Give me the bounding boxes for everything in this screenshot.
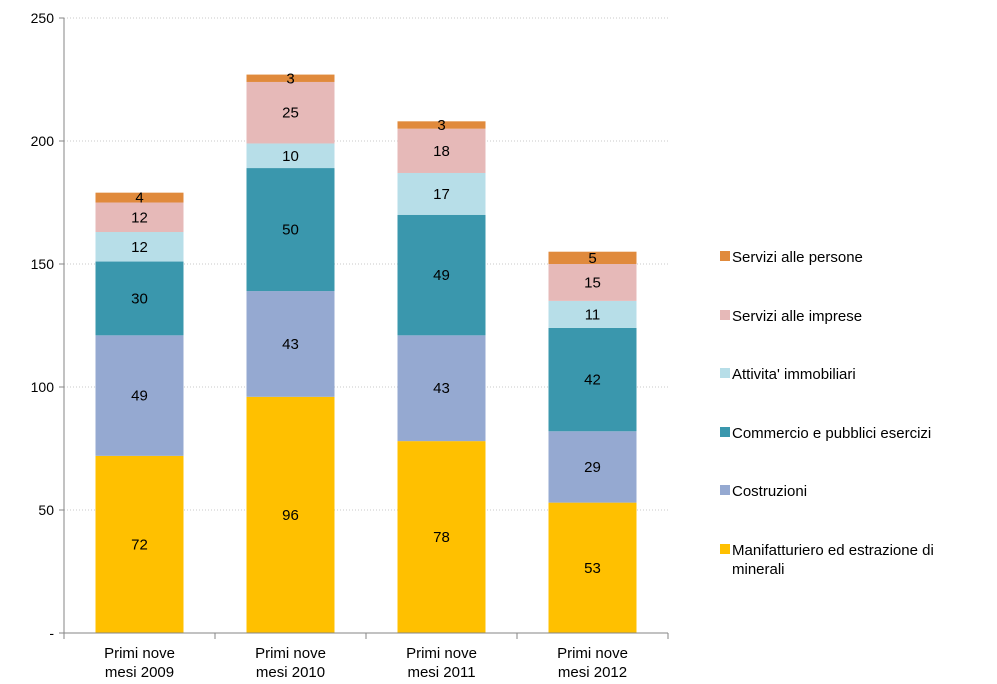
legend-label-line: Servizi alle imprese: [732, 307, 863, 325]
legend-item: Attivita' immobiliari: [720, 365, 997, 424]
legend-label: Attivita' immobiliari: [732, 365, 994, 384]
legend-swatch: [720, 368, 730, 379]
data-label: 12: [131, 239, 148, 256]
data-label: 17: [433, 186, 450, 203]
legend-label-line: Costruzioni: [732, 483, 808, 501]
x-category-label: Primi nove mesi 2010: [255, 645, 326, 681]
data-label: 43: [282, 336, 299, 353]
legend-label: Manifatturiero ed estrazione di minerali: [732, 541, 994, 579]
bar-segment: [246, 168, 335, 292]
bar-segment: [397, 128, 486, 173]
legend-label: Costruzioni: [732, 482, 994, 501]
bar-segment: [397, 335, 486, 442]
x-category-label-line: Primi nove: [557, 645, 628, 662]
bar-segment: [548, 327, 637, 432]
legend: Servizi alle persone Servizi alle imprese…: [720, 248, 997, 600]
data-label: 15: [584, 274, 601, 291]
bar-segment: [95, 261, 184, 336]
data-label: 18: [433, 143, 450, 160]
bar-segment: [95, 232, 184, 262]
bar-segment: [246, 291, 335, 397]
legend-label: Commercio e pubblici esercizi: [732, 424, 994, 443]
x-category-label: Primi nove mesi 2011: [406, 645, 477, 681]
bar-segment: [397, 214, 486, 336]
bar-segment: [548, 264, 637, 301]
bar-segment: [246, 74, 335, 82]
bars: 72 49 30 12 12 4 96 43 50 10 25 3 78 43 49 17 18 3 53 29 42 1…: [95, 70, 637, 633]
bar-segment: [95, 202, 184, 233]
data-label: 5: [588, 250, 596, 267]
y-tick-label: 100: [31, 379, 55, 395]
y-tick-label: 200: [31, 133, 55, 149]
legend-swatch: [720, 309, 730, 320]
bar-segment: [246, 81, 335, 144]
y-tick-label: 50: [38, 502, 54, 518]
data-label: 4: [135, 190, 143, 207]
legend-label-line: minerali: [732, 560, 785, 578]
data-label: 49: [433, 267, 450, 284]
legend-swatch: [720, 485, 730, 496]
data-label: 29: [584, 459, 601, 476]
data-label: 53: [584, 560, 601, 577]
legend-label-line: Servizi alle persone: [732, 249, 863, 266]
legend-label: Servizi alle imprese: [732, 307, 994, 326]
bar-segment: [548, 300, 637, 328]
bar-segment: [397, 172, 486, 215]
legend-label: Servizi alle persone: [732, 248, 994, 267]
data-label: 96: [282, 507, 299, 524]
data-label: 3: [286, 70, 294, 87]
bar-segment: [548, 502, 637, 633]
y-tick-label: -: [49, 625, 54, 641]
bar-segment: [95, 192, 184, 203]
data-label: 78: [433, 529, 450, 546]
legend-swatch: [720, 543, 730, 554]
x-category-label-line: mesi 2011: [407, 664, 475, 681]
x-category-label: Primi nove mesi 2012: [557, 645, 628, 681]
data-label: 49: [131, 388, 148, 405]
legend-item: Costruzioni: [720, 482, 997, 541]
x-category-label-line: mesi 2009: [105, 664, 174, 681]
y-tick-label: 250: [31, 10, 55, 26]
legend-item: Manifatturiero ed estrazione di minerali: [720, 541, 997, 600]
x-category-label-line: Primi nove: [104, 645, 175, 662]
bar-segment: [397, 121, 486, 129]
data-label: 11: [585, 306, 601, 323]
y-tick-label: 150: [31, 256, 55, 272]
data-label: 12: [131, 209, 148, 226]
data-label: 25: [282, 105, 299, 122]
bar-segment: [548, 251, 637, 264]
legend-swatch: [720, 426, 730, 437]
data-label: 50: [282, 222, 299, 239]
x-category-label-line: mesi 2010: [256, 664, 325, 681]
data-label: 10: [282, 148, 299, 165]
x-category-label-line: mesi 2012: [558, 664, 627, 681]
legend-label-line: Commercio e pubblici esercizi: [732, 424, 932, 442]
bar-segment: [95, 335, 184, 456]
x-category-label: Primi nove mesi 2009: [104, 645, 175, 681]
data-label: 3: [437, 117, 445, 134]
data-label: 30: [131, 290, 148, 307]
legend-label-line: Manifatturiero ed estrazione di: [732, 541, 934, 559]
legend-item: Commercio e pubblici esercizi: [720, 424, 997, 483]
bar-segment: [246, 396, 335, 633]
data-label: 72: [131, 536, 148, 553]
bar-segment: [95, 455, 184, 633]
x-category-label-line: Primi nove: [406, 645, 477, 662]
legend-label-line: Attivita' immobiliari: [732, 366, 856, 384]
bar-segment: [397, 441, 486, 633]
legend-swatch: [720, 251, 730, 261]
legend-item: Servizi alle imprese: [720, 307, 997, 366]
bar-segment: [548, 431, 637, 503]
legend-item: Servizi alle persone: [720, 248, 997, 307]
data-label: 42: [584, 372, 601, 389]
bar-segment: [246, 143, 335, 169]
data-label: 43: [433, 380, 450, 397]
x-category-label-line: Primi nove: [255, 645, 326, 662]
